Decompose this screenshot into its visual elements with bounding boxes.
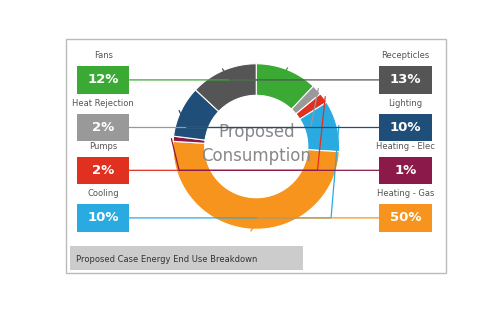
Polygon shape	[174, 90, 218, 140]
Text: Recepticles: Recepticles	[382, 51, 430, 60]
Text: Lighting: Lighting	[388, 99, 422, 108]
Text: 12%: 12%	[88, 74, 119, 87]
FancyBboxPatch shape	[70, 247, 303, 270]
Polygon shape	[256, 64, 314, 109]
Polygon shape	[292, 86, 320, 114]
FancyBboxPatch shape	[77, 114, 130, 141]
FancyBboxPatch shape	[77, 204, 130, 231]
Polygon shape	[173, 136, 205, 143]
FancyBboxPatch shape	[77, 66, 130, 94]
Text: Cooling: Cooling	[88, 189, 119, 198]
Text: 2%: 2%	[92, 121, 114, 134]
Polygon shape	[300, 102, 340, 152]
Polygon shape	[196, 64, 256, 112]
FancyBboxPatch shape	[380, 157, 432, 184]
Text: 50%: 50%	[390, 211, 421, 224]
FancyBboxPatch shape	[380, 204, 432, 231]
Text: Proposed: Proposed	[218, 123, 294, 141]
FancyBboxPatch shape	[380, 114, 432, 141]
FancyBboxPatch shape	[77, 157, 130, 184]
Text: Heat Rejection: Heat Rejection	[72, 99, 134, 108]
Text: Consumption: Consumption	[202, 147, 311, 165]
Text: Pumps: Pumps	[89, 142, 118, 151]
Text: 2%: 2%	[92, 164, 114, 177]
Polygon shape	[173, 141, 340, 229]
Text: Proposed Case Energy End Use Breakdown: Proposed Case Energy End Use Breakdown	[76, 255, 258, 264]
Polygon shape	[296, 94, 326, 119]
Text: Heating - Gas: Heating - Gas	[377, 189, 434, 198]
Text: 1%: 1%	[394, 164, 416, 177]
Text: 10%: 10%	[88, 211, 119, 224]
FancyBboxPatch shape	[380, 66, 432, 94]
Text: Heating - Elec: Heating - Elec	[376, 142, 435, 151]
Text: 13%: 13%	[390, 74, 421, 87]
Text: Fans: Fans	[94, 51, 112, 60]
FancyBboxPatch shape	[66, 40, 446, 273]
Text: 10%: 10%	[390, 121, 421, 134]
Ellipse shape	[204, 95, 308, 198]
